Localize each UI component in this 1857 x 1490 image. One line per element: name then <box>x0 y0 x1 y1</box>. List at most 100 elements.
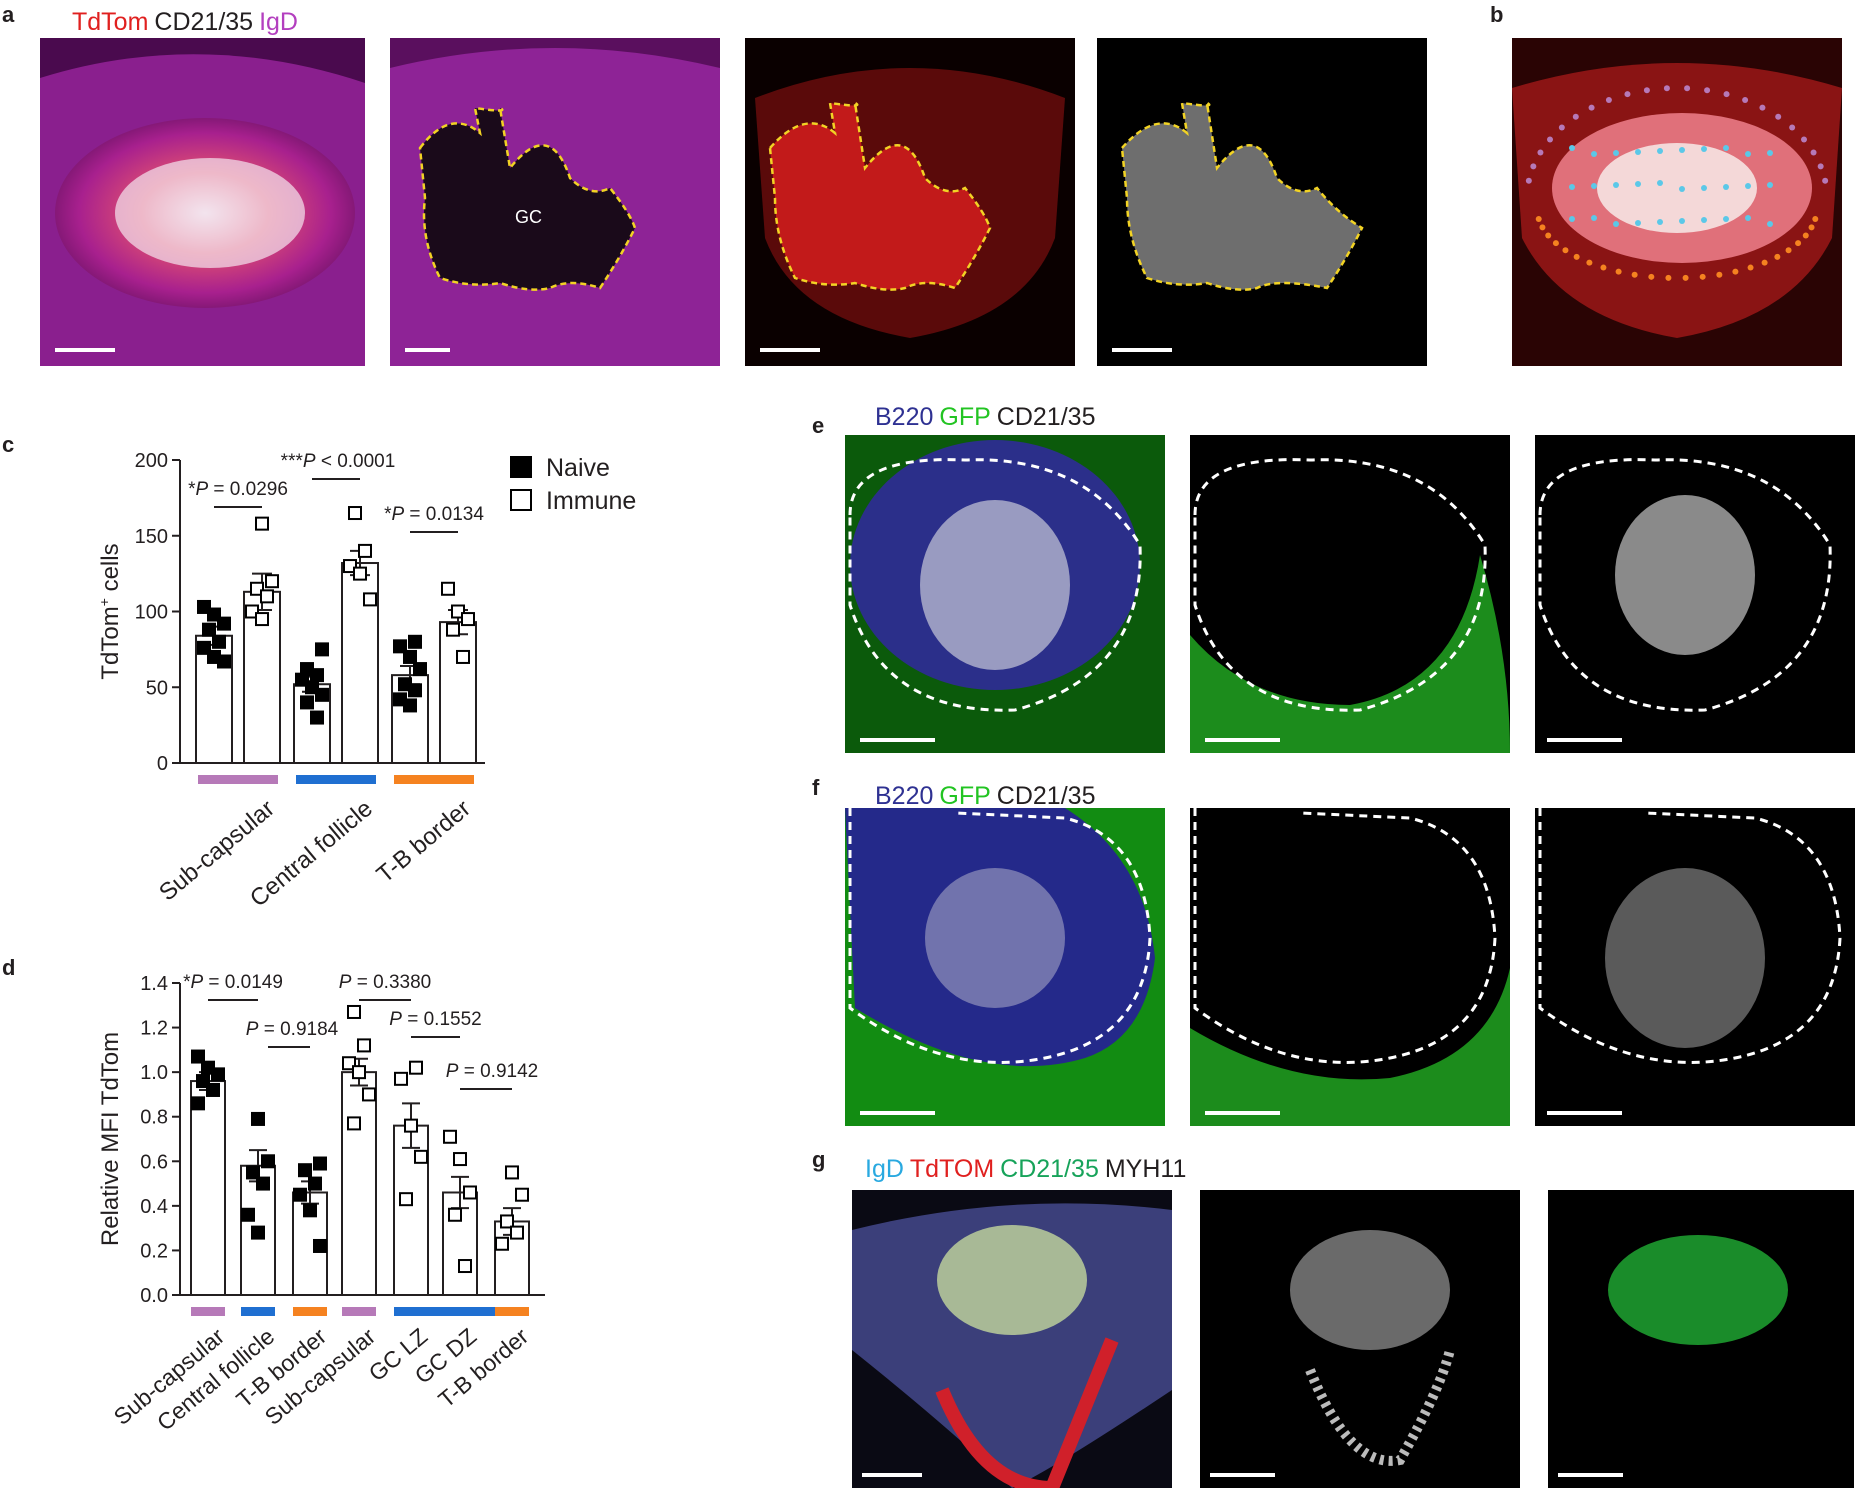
central-dot <box>1701 217 1707 223</box>
p-value-label: P = 0.9184 <box>246 1019 339 1040</box>
data-point-immune <box>409 1060 423 1075</box>
data-point-naive <box>261 1154 275 1169</box>
subcapsular-dot <box>1588 104 1595 111</box>
data-point-immune <box>348 506 362 521</box>
region-color-bar <box>198 775 278 784</box>
central-dot <box>1701 146 1707 152</box>
central-dot <box>1635 149 1641 155</box>
scale-bar <box>1558 1473 1623 1477</box>
central-dot <box>1657 219 1663 225</box>
y-tick-label: 200 <box>135 450 168 472</box>
region-color-bar <box>394 1307 428 1316</box>
scale-bar <box>1547 738 1622 742</box>
tb-border-dot <box>1552 240 1559 247</box>
central-dot <box>1613 221 1619 227</box>
subcapsular-dot <box>1537 149 1544 156</box>
tb-border-dot <box>1785 247 1792 254</box>
panel-letter-e: e <box>812 413 825 438</box>
legend-label: Naive <box>546 454 610 482</box>
data-point-naive <box>313 1238 327 1253</box>
data-point-naive <box>191 1049 205 1064</box>
tb-border-dot <box>1600 264 1607 271</box>
data-point-immune <box>363 592 377 607</box>
subcapsular-dot <box>1546 136 1553 143</box>
x-category-label: T-B border <box>372 795 476 889</box>
subcapsular-dot <box>1684 85 1691 92</box>
data-point-naive <box>256 1176 270 1191</box>
tb-border-dot <box>1795 240 1802 247</box>
subcapsular-dot <box>1530 163 1537 170</box>
y-tick-label: 150 <box>135 526 168 548</box>
gc-label: GC <box>515 207 542 227</box>
region-color-bar <box>191 1307 225 1316</box>
region-color-bar-link <box>476 1307 496 1316</box>
data-point-naive <box>298 1163 312 1178</box>
data-point-immune <box>414 1149 428 1164</box>
y-tick-label: 1.2 <box>140 1018 168 1040</box>
data-point-naive <box>408 634 422 649</box>
y-tick-label: 0.2 <box>140 1240 168 1262</box>
panel-letter-f: f <box>812 775 820 800</box>
stain-cd21: CD21/35 <box>996 403 1096 431</box>
subcapsular-dot <box>1605 96 1612 103</box>
subcapsular-dot <box>1643 87 1650 94</box>
central-dot <box>1591 215 1597 221</box>
subcapsular-dot <box>1624 91 1631 98</box>
data-point-immune <box>495 1236 509 1251</box>
data-point-naive <box>313 1156 327 1171</box>
stain-myh11: MYH11 <box>1104 1155 1187 1183</box>
central-dot <box>1591 151 1597 157</box>
y-tick-label: 1.0 <box>140 1062 168 1084</box>
central-dot <box>1723 216 1729 222</box>
stain-label-f: B220 GFP CD21/35 <box>875 782 1101 811</box>
data-point-naive <box>211 1067 225 1082</box>
scale-bar <box>860 1111 935 1115</box>
region-color-bar <box>342 1307 376 1316</box>
data-point-naive <box>191 1096 205 1111</box>
central-dot <box>1745 151 1751 157</box>
subcapsular-dot <box>1558 124 1565 131</box>
scale-bar <box>1210 1473 1275 1477</box>
region-color-bar <box>296 775 376 784</box>
tb-border-dot <box>1812 215 1819 222</box>
central-dot <box>1679 186 1685 192</box>
data-point-naive <box>308 1176 322 1191</box>
subcapsular-dot <box>1704 87 1711 94</box>
subcapsular-dot <box>1525 177 1532 184</box>
y-tick-label: 0 <box>157 753 168 775</box>
panel-letter-c: c <box>2 432 15 457</box>
central-dot <box>1723 184 1729 190</box>
p-value-label: P = 0.1552 <box>389 1009 481 1030</box>
subcapsular-dot <box>1775 113 1782 120</box>
y-tick-label: 0.8 <box>140 1107 168 1129</box>
data-point-immune <box>458 1259 472 1274</box>
scale-bar <box>1112 348 1172 352</box>
micrograph-g-merge <box>852 1190 1172 1488</box>
tb-border-dot <box>1774 253 1781 260</box>
y-tick-label: 0.0 <box>140 1285 168 1307</box>
data-point-immune <box>357 1038 371 1053</box>
micrograph-a-igd: GC <box>390 38 720 366</box>
data-point-naive <box>310 710 324 725</box>
region-color-bar <box>293 1307 327 1316</box>
micrograph-f-cd21 <box>1535 808 1855 1126</box>
central-dot <box>1767 221 1773 227</box>
central-dot <box>1613 150 1619 156</box>
region-color-bar <box>495 1307 529 1316</box>
micrograph-a-merge <box>40 38 365 366</box>
tb-border-dot <box>1615 268 1622 275</box>
data-point-naive <box>408 683 422 698</box>
stain-b220: B220 <box>875 403 934 431</box>
chart-d: 0.0 0.2 0.4 0.6 0.8 1.0 1.2 1.4 Relative MFI TdT… <box>0 955 720 1485</box>
tb-border-dot <box>1747 264 1754 271</box>
tb-border-dot <box>1573 253 1580 260</box>
subcapsular-dot <box>1822 177 1829 184</box>
data-point-immune <box>265 574 279 589</box>
central-dot <box>1569 184 1575 190</box>
chart-c: 0 50 100 150 200 TdTom+ cells Sub-capsular Cent… <box>0 430 720 950</box>
micrograph-e-merge <box>845 435 1165 753</box>
micrograph-e-cd21 <box>1535 435 1855 753</box>
data-point-naive <box>212 634 226 649</box>
subcapsular-dot <box>1801 136 1808 143</box>
scale-bar <box>760 348 820 352</box>
